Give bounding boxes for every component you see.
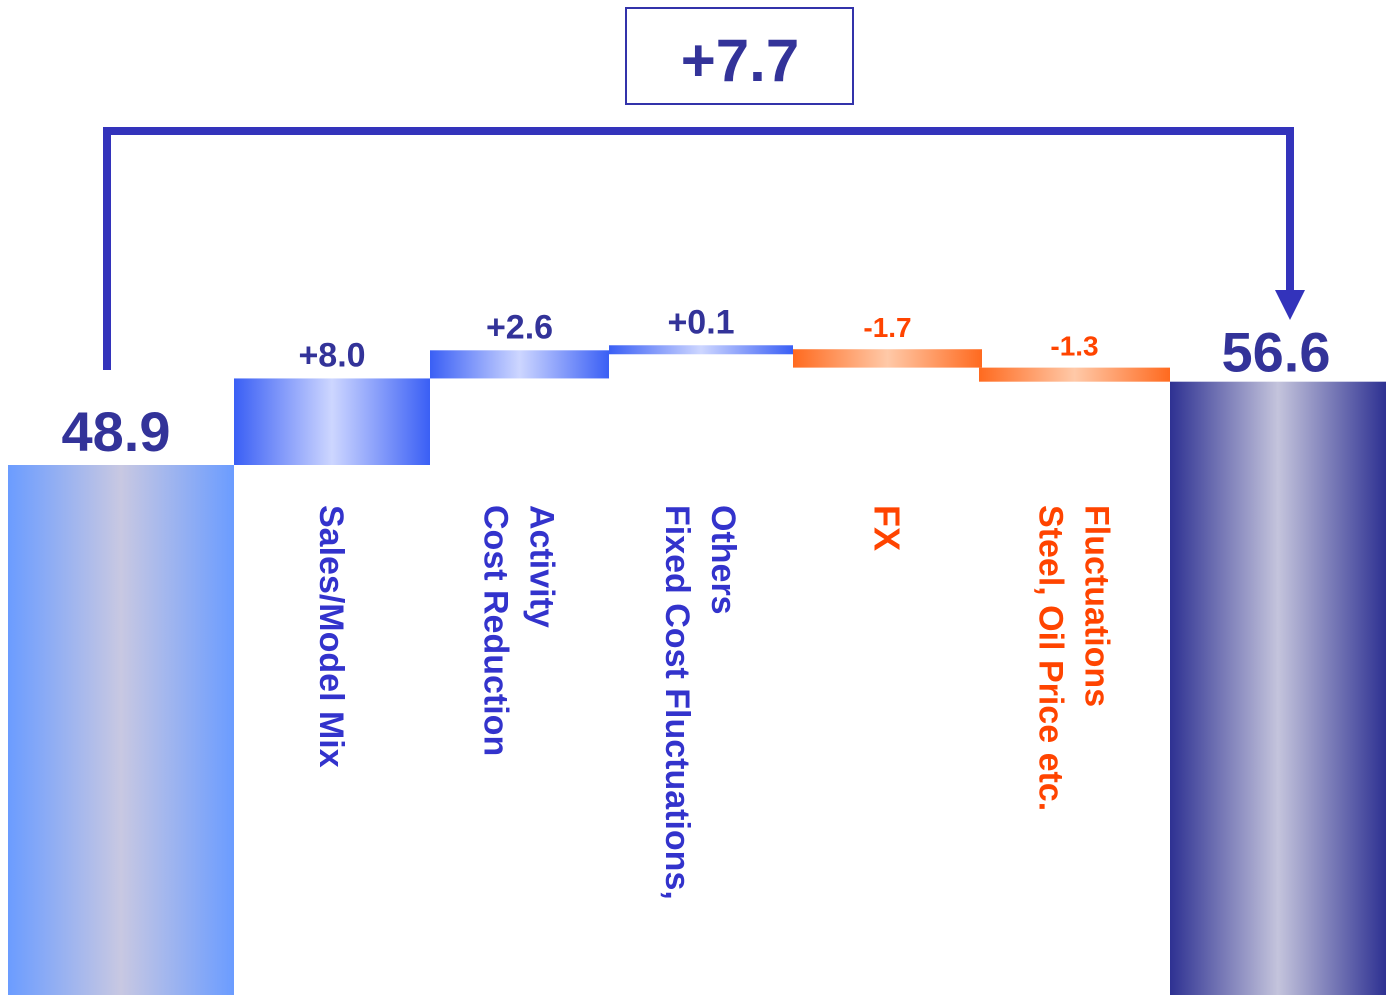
step-value-label-4: -1.7 [863, 312, 911, 343]
step-category-label-5: Steel, Oil Price etc. Fluctuations [1031, 505, 1115, 811]
step-category-line: Fluctuations [1077, 505, 1115, 707]
step-bar-5 [979, 367, 1170, 382]
bracket-line [103, 127, 1294, 370]
step-value-label-5: -1.3 [1050, 331, 1098, 362]
step-category-label-2: Cost Reduction Activity [476, 505, 560, 756]
start-bar [8, 465, 234, 995]
step-category-line: Activity [522, 505, 560, 628]
step-category-label-4: FX [867, 505, 908, 551]
total-change-bracket [103, 127, 1305, 370]
step-value-label-3: +0.1 [667, 303, 734, 341]
step-category-label-1: Sales/Model Mix [312, 505, 350, 768]
step-category-line: Steel, Oil Price etc. [1031, 505, 1069, 811]
bracket-arrow-head [1275, 290, 1305, 320]
step-bar-2 [430, 350, 609, 379]
end-value-label: 56.6 [1222, 321, 1331, 384]
step-category-line: Sales/Model Mix [312, 505, 350, 768]
total-change-box: +7.7 [625, 7, 854, 105]
total-change-frame [625, 7, 854, 105]
total-change-label: +7.7 [681, 27, 799, 94]
step-bar-3 [609, 345, 793, 355]
step-category-line: FX [867, 505, 908, 551]
bars-layer [8, 345, 1386, 995]
step-category-label-3: Fixed Cost Fluctuations, Others [658, 505, 742, 900]
step-value-label-2: +2.6 [486, 308, 553, 346]
value-labels-layer: 48.9 +8.0 +2.6 +0.1 -1.7 -1.3 56.6 [62, 303, 1331, 463]
end-bar [1170, 381, 1386, 995]
category-labels-layer: Sales/Model Mix Cost Reduction Activity Fix… [312, 505, 1116, 900]
step-category-line: Others [704, 505, 742, 615]
step-value-label-1: +8.0 [298, 336, 365, 374]
start-value-label: 48.9 [62, 400, 171, 463]
step-category-line: Fixed Cost Fluctuations, [658, 505, 696, 900]
step-bar-1 [234, 378, 430, 465]
step-bar-4 [793, 349, 982, 368]
step-category-line: Cost Reduction [476, 505, 514, 756]
